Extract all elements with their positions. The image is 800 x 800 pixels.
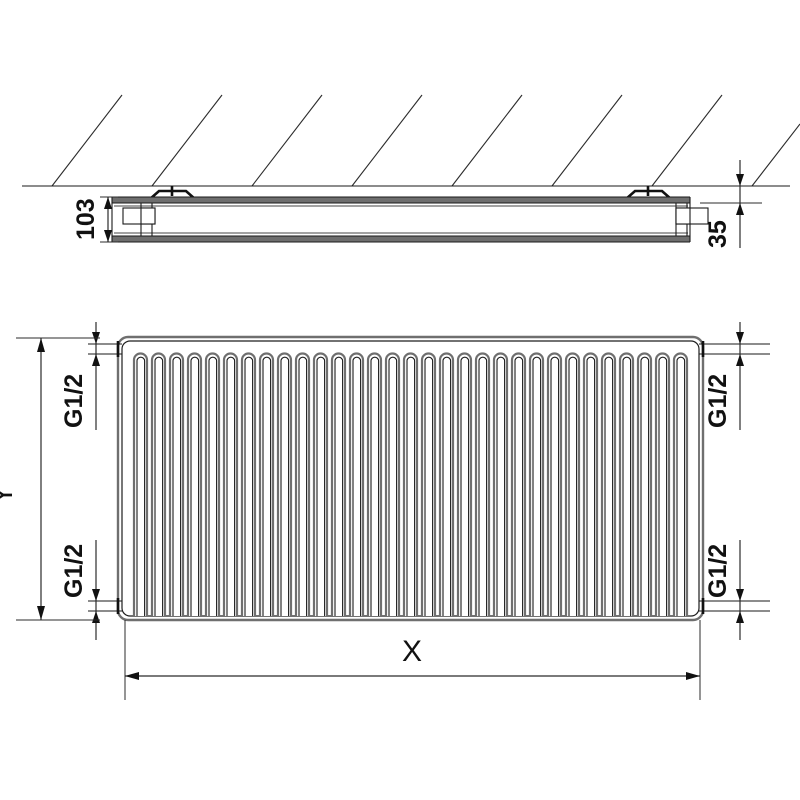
callout-label-g12-top-right: G1/2 <box>704 374 732 428</box>
dimension-label-y: Y <box>0 485 19 505</box>
callout-g12-bottom-right: G1/2 <box>704 540 744 640</box>
dimension-label-x: X <box>402 635 422 668</box>
wall-hatching <box>51 94 800 187</box>
connection-stub-top-left <box>88 341 122 357</box>
dimension-height-y: Y <box>0 337 100 621</box>
callout-label-g12-top-left: G1/2 <box>60 374 88 428</box>
valve-connector-left <box>122 203 156 236</box>
callout-label-g12-bottom-right: G1/2 <box>704 544 732 598</box>
wall-bracket-right <box>625 186 672 200</box>
callout-g12-top-left: G1/2 <box>60 322 100 430</box>
callout-label-g12-bottom-left: G1/2 <box>60 544 88 598</box>
dimension-width-x: X <box>124 620 701 700</box>
front-elevation-view: G1/2 G1/2 G1/2 G1/2 <box>0 322 770 700</box>
radiator-top-panel-section <box>112 196 690 207</box>
dimension-label-35: 35 <box>704 220 732 248</box>
callout-g12-bottom-left: G1/2 <box>60 540 100 640</box>
connection-stub-bottom-left <box>88 598 122 614</box>
radiator-fins <box>132 352 689 616</box>
wall-bracket-left <box>149 186 196 200</box>
dimension-label-103: 103 <box>72 198 100 240</box>
radiator-bottom-panel-section <box>112 232 690 243</box>
side-section-view: 103 35 <box>22 94 800 248</box>
callout-g12-top-right: G1/2 <box>704 322 744 430</box>
valve-connector-right <box>675 203 709 236</box>
dimension-wallgap-35: 35 <box>700 160 762 248</box>
connection-stub-top-right <box>699 341 770 357</box>
connection-stub-bottom-right <box>699 598 770 614</box>
dimension-depth-103: 103 <box>72 196 118 243</box>
